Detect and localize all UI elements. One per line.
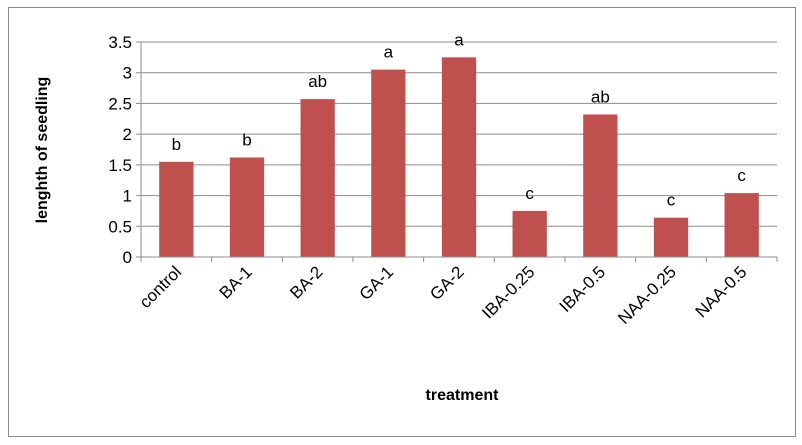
x-tick-label: NAA-0.25 [614, 262, 680, 328]
bar-BA-1 [229, 157, 265, 257]
y-tick-label: 1 [123, 187, 132, 206]
data-label: ab [308, 72, 327, 91]
x-tick-label: BA-2 [286, 262, 326, 302]
x-tick-label: IBA-0.5 [556, 262, 610, 316]
y-tick-label: 0.5 [108, 217, 132, 236]
data-label: c [667, 191, 676, 210]
data-labels: b b ab a a c ab c c [172, 30, 747, 209]
bar-GA-1 [371, 69, 406, 258]
y-tick-label: 3 [123, 64, 132, 83]
data-label: c [525, 184, 534, 203]
bars [159, 57, 759, 258]
y-tick-label: 1.5 [108, 156, 132, 175]
y-tick-label: 2 [123, 125, 132, 144]
bar-BA-2 [300, 99, 335, 257]
x-tick-label: NAA-0.5 [692, 262, 751, 321]
data-label: b [172, 135, 181, 154]
x-tick-label: control [136, 262, 186, 312]
x-tick-label: GA-1 [356, 262, 397, 303]
y-tick-label: 3.5 [108, 33, 132, 52]
x-axis-title: treatment [426, 387, 500, 404]
x-tick-label: BA-1 [216, 262, 256, 302]
data-label: ab [591, 87, 610, 106]
x-tick-label: IBA-0.25 [478, 262, 538, 322]
data-label: c [737, 166, 746, 185]
x-axis-ticks: control BA-1 BA-2 GA-1 GA-2 IBA-0.25 IBA-0.5 NA… [136, 256, 778, 328]
y-tick-label: 0 [123, 248, 132, 267]
bar-IBA-0.5 [583, 114, 618, 257]
bar-NAA-0.5 [724, 193, 759, 257]
data-label: b [242, 130, 251, 149]
bar-control [159, 161, 194, 257]
y-axis-title: lenghth of seedling [34, 77, 51, 224]
x-tick-label: GA-2 [426, 262, 467, 303]
data-label: a [384, 43, 394, 62]
y-axis-ticks: 0 0.5 1 1.5 2 2.5 3 3.5 [108, 33, 142, 267]
bar-NAA-0.25 [653, 217, 689, 257]
data-label: a [454, 30, 464, 49]
bar-IBA-0.25 [512, 210, 547, 257]
y-tick-label: 2.5 [108, 94, 132, 113]
bar-GA-2 [441, 57, 477, 257]
